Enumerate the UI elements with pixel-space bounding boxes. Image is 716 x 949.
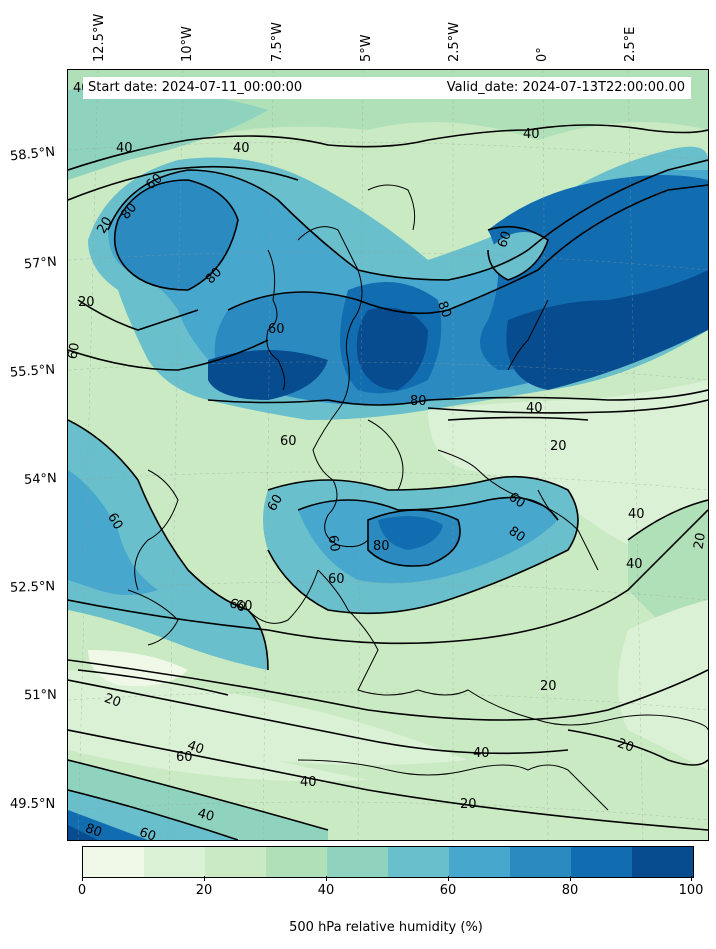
humidity-fill-10-20 bbox=[68, 710, 368, 782]
colorbar bbox=[82, 846, 694, 878]
colorbar-bin bbox=[83, 847, 144, 877]
colorbar-bin bbox=[205, 847, 266, 877]
contour-label: 60 bbox=[324, 534, 342, 553]
colorbar-tickmark bbox=[204, 876, 205, 881]
contour-label: 60 bbox=[268, 322, 285, 337]
contour-label: 60 bbox=[265, 492, 286, 514]
colorbar-tickmark bbox=[448, 876, 449, 881]
contour-label: 40 bbox=[233, 141, 250, 156]
lon-label: 2.5°E bbox=[623, 26, 638, 62]
contour-lines bbox=[68, 124, 708, 840]
contour-label: 20 bbox=[550, 439, 567, 454]
contour-label: 40 bbox=[526, 401, 543, 416]
contour-label: 40 bbox=[196, 806, 216, 825]
lat-label: 51°N bbox=[23, 687, 57, 704]
contour-label: 60 bbox=[227, 596, 248, 616]
lat-label: 57°N bbox=[23, 254, 58, 273]
lon-label: 7.5°W bbox=[270, 21, 285, 62]
humidity-fill-90-100 bbox=[208, 350, 328, 400]
contour-label: 40 bbox=[300, 775, 317, 790]
humidity-map: 40 40 40 20 40 60 80 20 80 60 60 60 60 8… bbox=[68, 70, 708, 840]
contour-label: 40 bbox=[473, 746, 490, 761]
contour-label: 40 bbox=[185, 738, 206, 758]
humidity-fill-60-70 bbox=[68, 420, 268, 670]
lat-label: 58.5°N bbox=[9, 144, 56, 165]
colorbar-bin bbox=[266, 847, 327, 877]
humidity-fill-90-100 bbox=[356, 307, 428, 390]
colorbar-tick-label: 20 bbox=[195, 883, 213, 898]
contour-label: 60 bbox=[137, 825, 158, 840]
colorbar-bin bbox=[449, 847, 510, 877]
contour-label: 40 bbox=[116, 141, 133, 156]
colorbar-label: 500 hPa relative humidity (%) bbox=[289, 920, 483, 935]
contour-label: 60 bbox=[236, 599, 253, 614]
lat-label: 49.5°N bbox=[10, 797, 56, 812]
colorbar-tickmark bbox=[570, 876, 571, 881]
contour-label: 80 bbox=[410, 394, 427, 409]
contour-label: 60 bbox=[328, 572, 345, 587]
contour-label: 20 bbox=[102, 691, 123, 711]
contour-label: 20 bbox=[615, 736, 636, 756]
humidity-fill-70-80 bbox=[68, 470, 158, 595]
contour-label: 60 bbox=[104, 511, 125, 533]
contour-label: 80 bbox=[83, 821, 104, 840]
contour-label: 40 bbox=[628, 507, 645, 522]
colorbar-tick-label: 80 bbox=[561, 883, 579, 898]
contour-label: 20 bbox=[691, 532, 708, 551]
humidity-fill-band bbox=[68, 87, 268, 180]
humidity-fill-10-20 bbox=[618, 600, 708, 770]
colorbar-bin bbox=[144, 847, 205, 877]
date-info-box: Start date: 2024-07-11_00:00:00 Valid_da… bbox=[83, 77, 691, 99]
humidity-fill-0-10 bbox=[88, 650, 188, 686]
colorbar-bin bbox=[571, 847, 632, 877]
colorbar-bin bbox=[632, 847, 693, 877]
contour-label: 20 bbox=[540, 679, 557, 694]
lat-label: 54°N bbox=[23, 471, 58, 488]
lon-label: 5°W bbox=[359, 34, 374, 62]
lon-label: 2.5°W bbox=[447, 21, 462, 62]
coastlines bbox=[127, 184, 708, 811]
contour-label: 40 bbox=[626, 557, 643, 572]
lat-label: 55.5°N bbox=[9, 362, 56, 381]
contour-label: 60 bbox=[280, 434, 297, 449]
humidity-fill-90-100 bbox=[378, 516, 443, 550]
lon-label: 10°W bbox=[180, 26, 195, 62]
lon-label: 0° bbox=[535, 47, 550, 62]
contour-label: 60 bbox=[68, 342, 83, 361]
humidity-fill-80-90 bbox=[114, 180, 238, 290]
colorbar-bin bbox=[327, 847, 388, 877]
colorbar-tickmark bbox=[326, 876, 327, 881]
humidity-fill-90-100 bbox=[68, 825, 98, 840]
humidity-fill-90-100 bbox=[506, 270, 708, 390]
humidity-fill-90-100 bbox=[68, 810, 148, 840]
colorbar-tick-label: 0 bbox=[77, 883, 87, 898]
start-date-text: Start date: 2024-07-11_00:00:00 bbox=[88, 80, 303, 95]
colorbar-tickmark bbox=[82, 876, 83, 881]
contour-label: 20 bbox=[78, 295, 95, 310]
contour-label: 60 bbox=[495, 229, 515, 250]
lat-label: 52.5°N bbox=[9, 579, 56, 596]
colorbar-tick-label: 60 bbox=[439, 883, 457, 898]
valid-date-text: Valid_date: 2024-07-13T22:00:00.00 bbox=[446, 80, 685, 95]
contour-label-group: 40 40 40 20 40 60 80 20 80 60 60 60 60 8… bbox=[68, 81, 708, 840]
contour-label: 20 bbox=[94, 215, 115, 237]
colorbar-tick-label: 100 bbox=[678, 883, 704, 898]
lon-label: 12.5°W bbox=[92, 13, 107, 62]
contour-label: 80 bbox=[434, 299, 454, 320]
colorbar-tickmark bbox=[691, 876, 692, 881]
colorbar-tick-label: 40 bbox=[317, 883, 335, 898]
contour-label: 20 bbox=[460, 797, 477, 812]
contour-label: 40 bbox=[523, 127, 540, 142]
humidity-fill-10-20 bbox=[428, 380, 708, 580]
map-area[interactable]: 40 40 40 20 40 60 80 20 80 60 60 60 60 8… bbox=[67, 69, 709, 841]
contour-label: 60 bbox=[176, 750, 193, 765]
colorbar-bin bbox=[388, 847, 449, 877]
colorbar-bin bbox=[510, 847, 571, 877]
contour-label: 80 bbox=[373, 539, 390, 554]
